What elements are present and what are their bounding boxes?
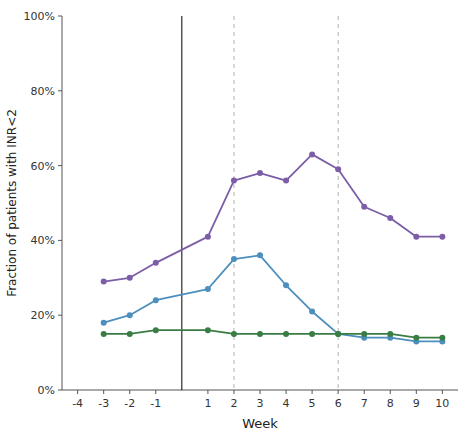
x-tick-label: 3	[257, 397, 264, 410]
y-axis-line	[62, 16, 63, 390]
point	[153, 327, 159, 333]
x-tick-label: 5	[309, 397, 316, 410]
x-tick	[233, 390, 234, 394]
point	[127, 331, 133, 337]
y-axis-label: Fraction of patients with INR<2	[5, 109, 19, 297]
point	[439, 335, 445, 341]
point	[257, 331, 263, 337]
x-tick	[416, 390, 417, 394]
x-tick	[207, 390, 208, 394]
point	[153, 297, 159, 303]
x-ticks: -4 -3 -2 -1 1 2 3 4 5 6 7 8 9 10	[72, 390, 449, 410]
y-tick-label: 60%	[31, 160, 55, 173]
x-tick-label: -4	[72, 397, 83, 410]
point	[231, 256, 237, 262]
point	[413, 234, 419, 240]
point	[231, 178, 237, 184]
x-tick	[390, 390, 391, 394]
x-tick-label: 7	[361, 397, 368, 410]
x-tick	[103, 390, 104, 394]
point	[387, 331, 393, 337]
x-tick-label: 1	[204, 397, 211, 410]
point	[101, 331, 107, 337]
point	[413, 335, 419, 341]
point	[335, 331, 341, 337]
y-tick-label: 20%	[31, 309, 55, 322]
x-tick-label: 6	[335, 397, 342, 410]
y-tick	[58, 315, 62, 316]
point	[335, 331, 341, 337]
point	[283, 282, 289, 288]
y-tick	[58, 165, 62, 166]
x-tick-label: 4	[283, 397, 290, 410]
point	[231, 331, 237, 337]
y-tick	[58, 90, 62, 91]
y-tick-label: 100%	[24, 10, 55, 23]
x-tick-label: 8	[387, 397, 394, 410]
x-axis-label: Week	[242, 416, 278, 431]
y-tick	[58, 16, 62, 17]
x-tick	[442, 390, 443, 394]
x-tick	[77, 390, 78, 394]
point	[101, 279, 107, 285]
chart: -4-3-2-1123456789100%20%40%60%80%100%Wee…	[0, 0, 474, 438]
x-tick-label: 9	[413, 397, 420, 410]
point	[439, 234, 445, 240]
point	[283, 331, 289, 337]
point	[361, 331, 367, 337]
point	[257, 252, 263, 258]
x-tick	[155, 390, 156, 394]
point	[205, 234, 211, 240]
x-tick	[364, 390, 365, 394]
x-tick-label: -3	[98, 397, 109, 410]
point	[205, 327, 211, 333]
x-tick-label: 10	[435, 397, 449, 410]
y-ticks: 0% 20% 40% 60% 80% 100%	[24, 10, 62, 397]
y-tick-label: 40%	[31, 234, 55, 247]
point	[127, 312, 133, 318]
point	[257, 170, 263, 176]
x-tick-label: -1	[150, 397, 161, 410]
plot-area	[101, 16, 446, 390]
x-tick	[338, 390, 339, 394]
y-tick	[58, 240, 62, 241]
point	[127, 275, 133, 281]
y-tick-label: 80%	[31, 85, 55, 98]
x-tick	[129, 390, 130, 394]
point	[101, 320, 107, 326]
series-line	[104, 154, 443, 281]
series-line	[104, 255, 443, 341]
y-tick	[58, 390, 62, 391]
point	[309, 308, 315, 314]
point	[283, 178, 289, 184]
reference-line	[181, 16, 182, 390]
point	[387, 215, 393, 221]
point	[309, 331, 315, 337]
x-tick	[312, 390, 313, 394]
point	[335, 166, 341, 172]
point	[153, 260, 159, 266]
point	[205, 286, 211, 292]
x-tick-label: -2	[124, 397, 135, 410]
point	[361, 204, 367, 210]
x-tick-label: 2	[230, 397, 237, 410]
y-tick-label: 0%	[38, 384, 55, 397]
x-tick	[260, 390, 261, 394]
x-tick	[286, 390, 287, 394]
point	[309, 151, 315, 157]
